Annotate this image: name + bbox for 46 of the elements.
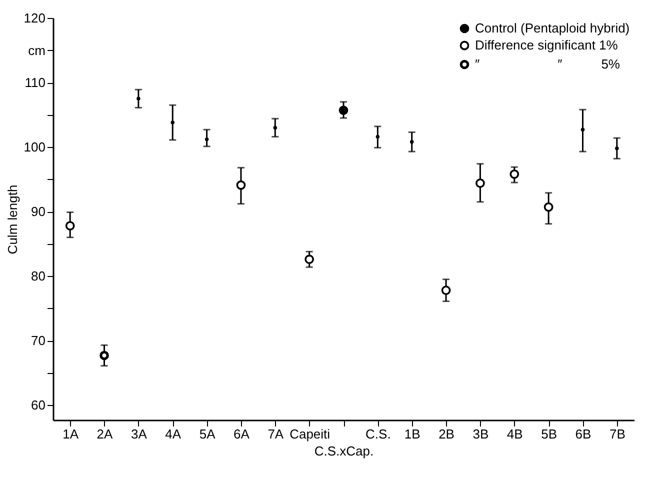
point: [136, 96, 140, 101]
point: [65, 221, 75, 230]
x-tick-label: 2A: [96, 426, 114, 442]
y-tick-label: 120: [24, 10, 46, 26]
x-tick-label: 4B: [506, 426, 523, 442]
x-tick-label: 2B: [438, 426, 454, 442]
y-tick-label: 90: [31, 204, 46, 220]
point: [441, 286, 451, 295]
x-tick-label: C.S.: [366, 426, 391, 442]
x-tick-label: Capeiti: [290, 426, 330, 442]
y-tick-label: 100: [24, 140, 46, 155]
x-tick-label: 7B: [609, 426, 626, 442]
point: [580, 128, 585, 132]
x-tick-label: 3B: [472, 426, 489, 442]
point: [338, 106, 348, 115]
y-tick-label: 70: [31, 333, 46, 348]
point: [410, 140, 414, 144]
point: [170, 120, 174, 124]
point: [273, 126, 278, 130]
point: [236, 180, 246, 190]
point: [204, 137, 209, 142]
point: [544, 202, 554, 212]
x-tick-label: 5B: [541, 426, 558, 442]
point: [304, 254, 314, 264]
legend-label: Control (Pentaploid hybrid): [475, 20, 630, 36]
legend-label: Difference significant 1%: [475, 38, 618, 52]
legend-label: ″ ″ 5%: [475, 56, 620, 72]
y-tick-label: 60: [31, 398, 46, 413]
x-tick-label: 7A: [268, 426, 284, 442]
y-tick-label: cm: [28, 42, 46, 58]
point: [376, 134, 380, 139]
x-tick-label: 1A: [62, 426, 79, 442]
x-axis-title: C.S.xCap.: [314, 444, 374, 458]
point: [476, 178, 485, 188]
point: [615, 146, 619, 150]
y-axis-title: Culm length: [4, 184, 20, 254]
x-tick-label: 6A: [234, 426, 250, 442]
x-tick-label: 4A: [165, 426, 182, 442]
x-tick-label: 1B: [404, 426, 420, 442]
x-tick-label: 5A: [199, 426, 216, 442]
y-tick-label: 80: [31, 268, 46, 284]
point: [100, 350, 109, 360]
y-tick-label: 110: [24, 75, 46, 90]
point: [510, 169, 520, 179]
x-tick-label: 3A: [130, 426, 148, 442]
x-tick-label: 6B: [575, 426, 592, 442]
